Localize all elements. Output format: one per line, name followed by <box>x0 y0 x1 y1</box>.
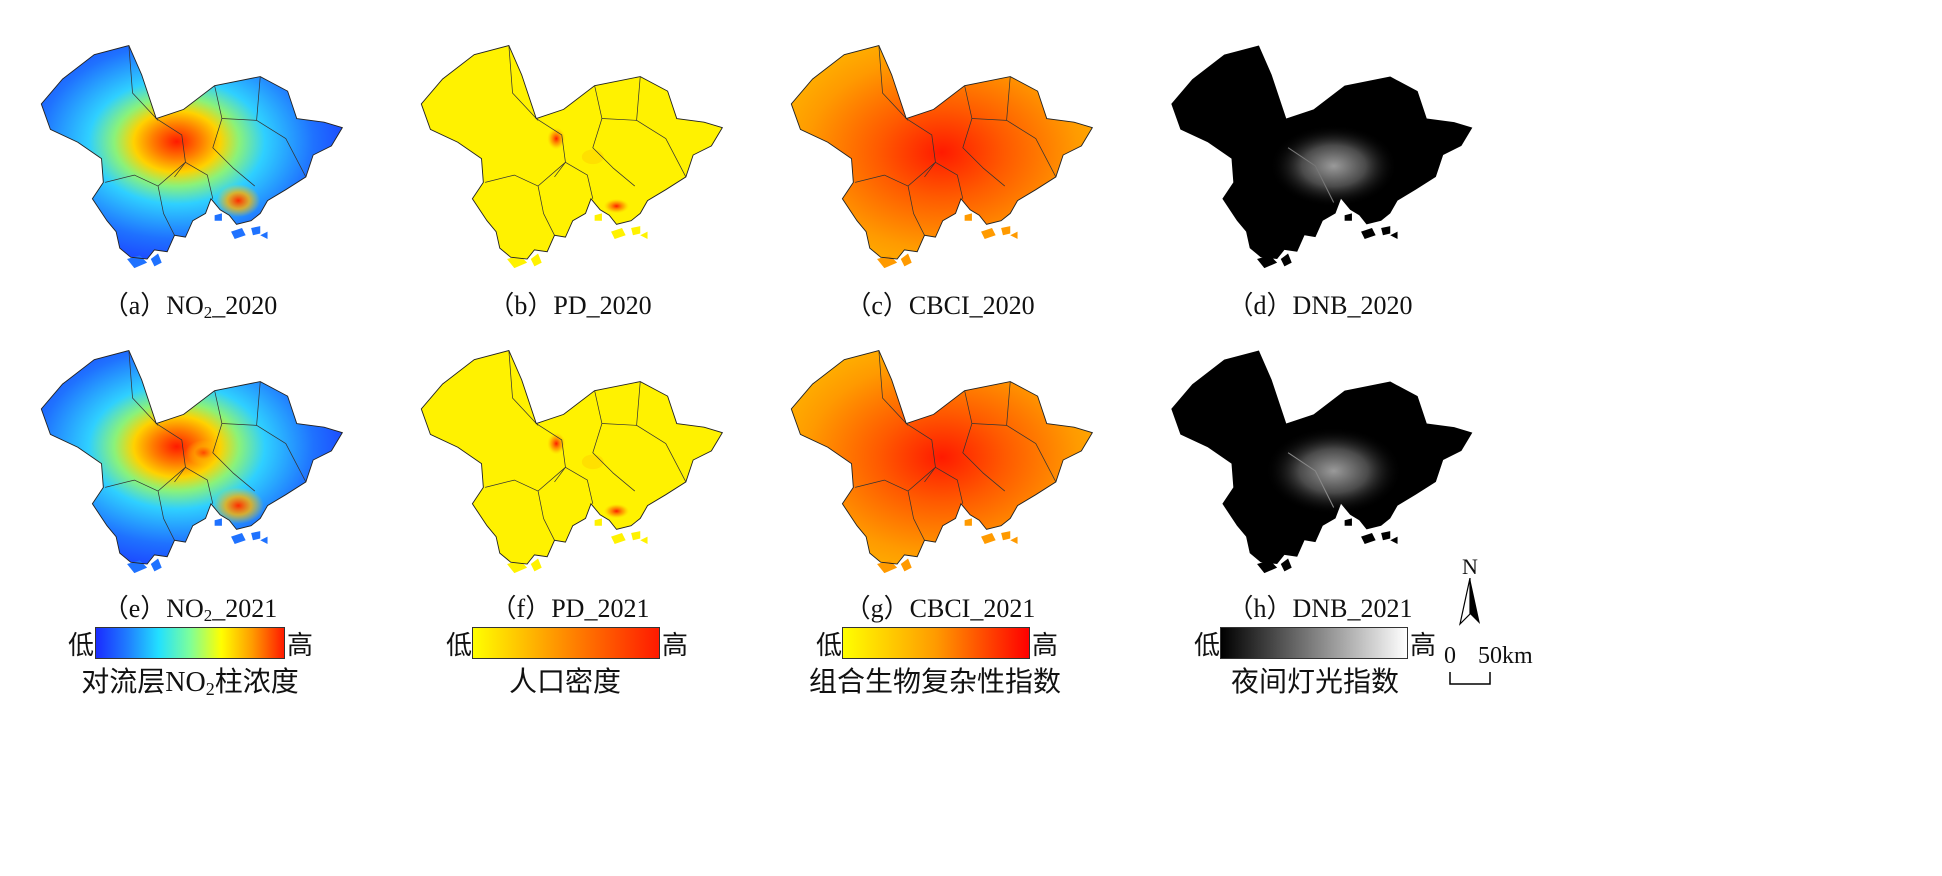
legend-no2-low: 低 <box>68 631 95 660</box>
panel-label-g: （g）CBCI_2021 <box>844 594 1036 623</box>
panel-label-a: （a）NO2_2020 <box>102 291 278 322</box>
map-no2-2020 <box>20 20 360 280</box>
legend-dnb-title: 夜间灯光指数 <box>1230 667 1399 698</box>
north-arrow-icon: N <box>1458 556 1482 631</box>
scale-bar-zero: 0 <box>1444 643 1456 669</box>
legend-dnb-colorbar <box>1220 627 1408 659</box>
panel-label-c: （c）CBCI_2020 <box>845 291 1035 320</box>
panel-label-f: （f）PD_2021 <box>490 594 650 623</box>
legend-pd-high: 高 <box>662 631 689 660</box>
legend-no2-colorbar <box>95 627 285 659</box>
legend-dnb-low: 低 <box>1194 631 1221 660</box>
map-dnb-2021 <box>1150 325 1490 585</box>
map-cbci-2021 <box>770 325 1110 585</box>
map-dnb-2020 <box>1150 20 1490 280</box>
panel-label-h: （h）DNB_2021 <box>1227 594 1413 623</box>
scale-bar-distance: 50km <box>1478 643 1533 669</box>
legend-dnb-high: 高 <box>1410 631 1437 660</box>
legend-pd-colorbar <box>472 627 660 659</box>
legend-pd-low: 低 <box>446 631 473 660</box>
map-pd-2020 <box>400 20 740 280</box>
north-label: N <box>1462 554 1478 579</box>
map-cbci-2020 <box>770 20 1110 280</box>
panel-label-e: （e）NO2_2021 <box>102 594 278 625</box>
map-no2-2021 <box>20 325 360 585</box>
map-pd-2021 <box>400 325 740 585</box>
legend-no2-high: 高 <box>287 631 314 660</box>
legend-no2-title: 对流层NO2柱浓度 <box>81 667 299 699</box>
legend-cbci-title: 组合生物复杂性指数 <box>808 667 1061 698</box>
panel-label-d: （d）DNB_2020 <box>1227 291 1413 320</box>
legend-cbci-high: 高 <box>1032 631 1059 660</box>
panel-label-b: （b）PD_2020 <box>488 291 652 320</box>
legend-pd-title: 人口密度 <box>508 667 621 698</box>
legend-cbci-low: 低 <box>816 631 843 660</box>
legend-cbci-colorbar <box>842 627 1030 659</box>
scale-bar-icon <box>1449 672 1491 685</box>
